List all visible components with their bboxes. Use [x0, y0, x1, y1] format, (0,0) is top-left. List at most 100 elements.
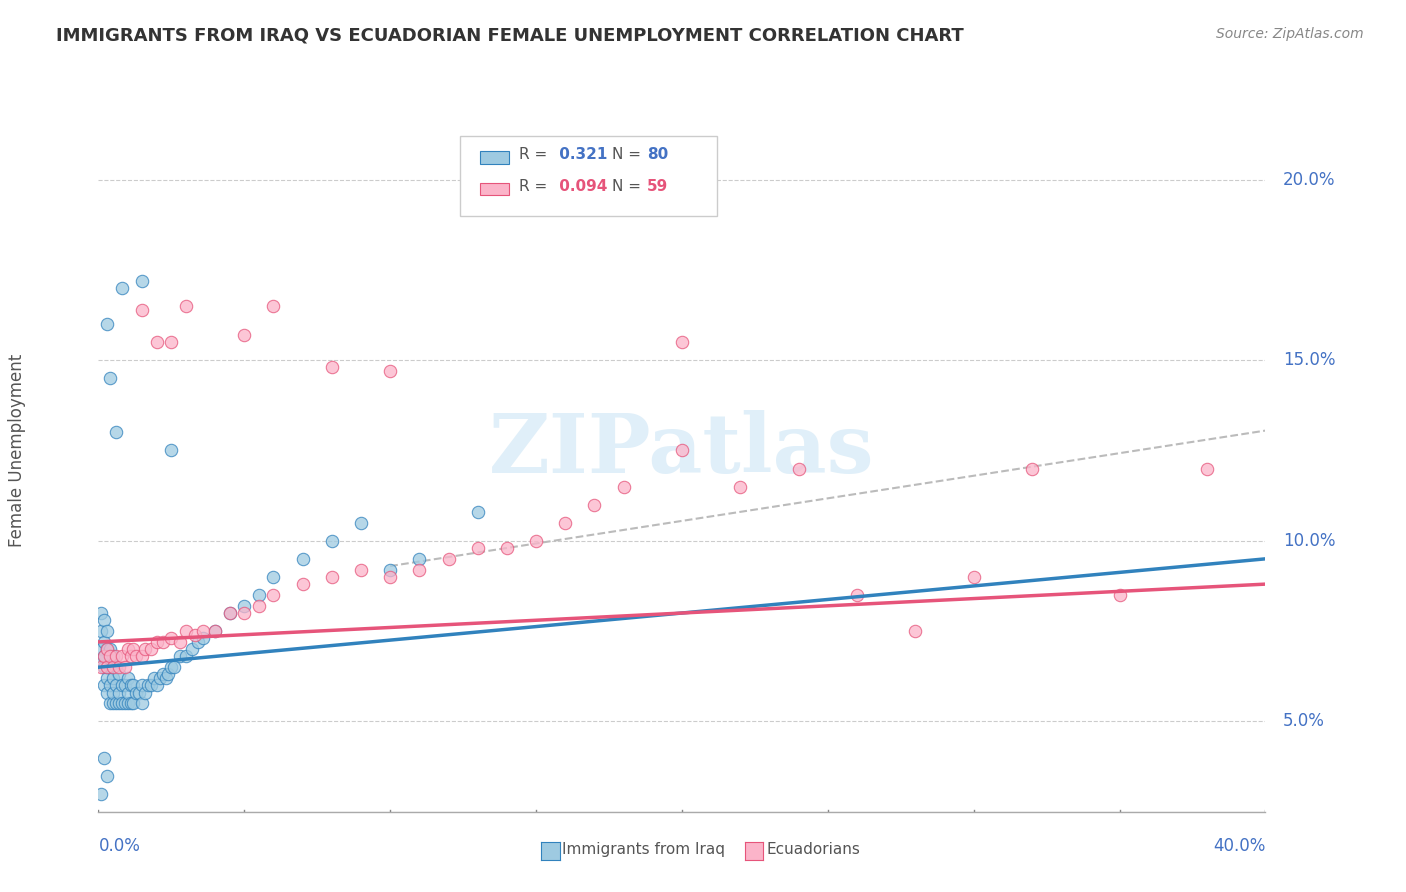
Text: IMMIGRANTS FROM IRAQ VS ECUADORIAN FEMALE UNEMPLOYMENT CORRELATION CHART: IMMIGRANTS FROM IRAQ VS ECUADORIAN FEMAL…	[56, 27, 965, 45]
Point	[98, 642, 121, 657]
Point	[169, 649, 191, 664]
Point	[380, 364, 402, 378]
Point	[111, 281, 134, 295]
Point	[122, 642, 145, 657]
Text: 5.0%: 5.0%	[1282, 713, 1324, 731]
Point	[96, 642, 118, 657]
Point	[408, 563, 430, 577]
Text: 15.0%: 15.0%	[1282, 351, 1336, 369]
Point	[108, 685, 131, 699]
Text: 59: 59	[647, 178, 668, 194]
Point	[247, 588, 270, 602]
Point	[90, 642, 112, 657]
Point	[90, 606, 112, 620]
FancyBboxPatch shape	[479, 151, 509, 163]
Point	[96, 317, 118, 331]
Point	[98, 371, 121, 385]
Point	[204, 624, 226, 639]
Point	[321, 360, 343, 375]
Point	[1021, 461, 1043, 475]
Point	[554, 516, 576, 530]
Point	[125, 685, 148, 699]
Point	[380, 563, 402, 577]
Point	[114, 660, 136, 674]
Point	[247, 599, 270, 613]
Point	[380, 570, 402, 584]
Point	[114, 697, 136, 711]
Point	[174, 299, 197, 313]
Point	[671, 443, 693, 458]
Point	[96, 660, 118, 674]
Point	[146, 334, 169, 349]
Point	[96, 660, 118, 674]
Point	[187, 635, 209, 649]
Point	[131, 697, 153, 711]
Point	[233, 327, 256, 342]
Point	[583, 498, 606, 512]
Point	[218, 606, 240, 620]
Text: Ecuadorians: Ecuadorians	[766, 842, 860, 856]
Point	[174, 624, 197, 639]
Point	[101, 697, 124, 711]
Point	[101, 671, 124, 685]
Point	[155, 671, 177, 685]
Point	[904, 624, 927, 639]
Point	[108, 697, 131, 711]
Text: 0.0%: 0.0%	[98, 837, 141, 855]
Point	[160, 443, 183, 458]
Point	[98, 678, 121, 692]
Point	[262, 588, 284, 602]
Point	[128, 685, 150, 699]
Point	[117, 671, 139, 685]
Point	[96, 624, 118, 639]
Point	[671, 334, 693, 349]
Text: R =: R =	[519, 146, 551, 161]
Point	[93, 649, 115, 664]
Text: 20.0%: 20.0%	[1282, 170, 1336, 188]
Point	[98, 660, 121, 674]
Point	[93, 613, 115, 627]
Point	[131, 274, 153, 288]
Point	[149, 671, 172, 685]
Point	[90, 624, 112, 639]
Point	[93, 635, 115, 649]
Point	[408, 551, 430, 566]
Point	[111, 697, 134, 711]
Point	[104, 649, 127, 664]
Point	[131, 649, 153, 664]
Point	[163, 660, 186, 674]
Point	[1108, 588, 1130, 602]
FancyBboxPatch shape	[479, 183, 509, 195]
Point	[101, 685, 124, 699]
Point	[134, 685, 156, 699]
Point	[437, 551, 460, 566]
Point	[96, 769, 118, 783]
Point	[120, 697, 142, 711]
Point	[174, 649, 197, 664]
Point	[90, 660, 112, 674]
Text: Immigrants from Iraq: Immigrants from Iraq	[562, 842, 725, 856]
Point	[122, 678, 145, 692]
Point	[125, 649, 148, 664]
Point	[101, 660, 124, 674]
Point	[93, 750, 115, 764]
Point	[204, 624, 226, 639]
Point	[104, 697, 127, 711]
Text: N =: N =	[612, 146, 645, 161]
Point	[262, 299, 284, 313]
Point	[96, 685, 118, 699]
Point	[111, 678, 134, 692]
Point	[160, 660, 183, 674]
Text: Female Unemployment: Female Unemployment	[7, 354, 25, 547]
Text: 80: 80	[647, 146, 668, 161]
Point	[90, 787, 112, 801]
Point	[233, 599, 256, 613]
Point	[131, 302, 153, 317]
Point	[262, 570, 284, 584]
Point	[180, 642, 202, 657]
Point	[146, 635, 169, 649]
Point	[114, 678, 136, 692]
Point	[291, 577, 314, 591]
Point	[157, 667, 180, 681]
Point	[142, 671, 165, 685]
